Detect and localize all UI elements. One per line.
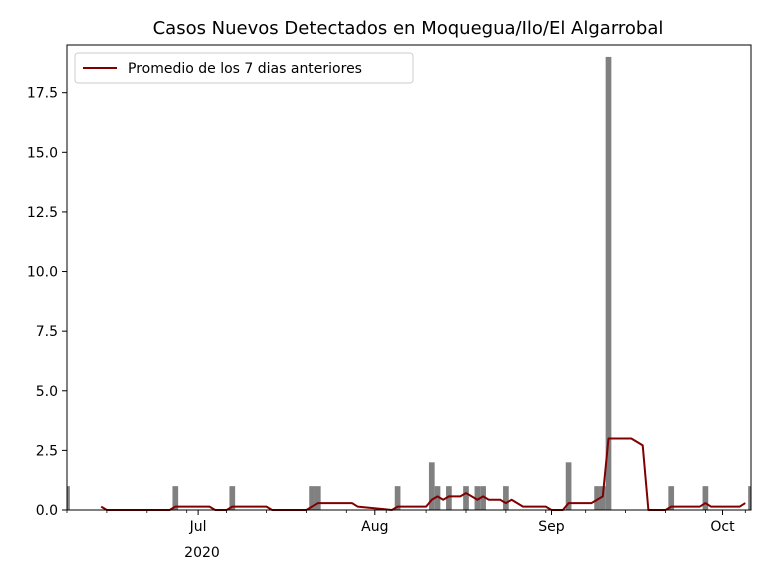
y-tick-label: 2.5: [36, 443, 58, 459]
x-axis: Jul Aug Sep Oct: [66, 510, 746, 535]
plot-area: [67, 45, 751, 510]
bar: [428, 462, 435, 510]
bar: [605, 56, 612, 511]
bar: [67, 486, 70, 510]
bars-layer: [67, 56, 751, 511]
bar: [172, 486, 179, 510]
x-tick-label: Aug: [361, 519, 388, 535]
chart-title: Casos Nuevos Detectados en Moquegua/Ilo/…: [153, 18, 664, 39]
y-tick-label: 5.0: [36, 384, 58, 400]
y-tick-label: 10.0: [27, 265, 58, 281]
bar: [314, 486, 321, 510]
y-tick-label: 0.0: [36, 503, 58, 519]
plot-frame: [66, 44, 752, 511]
bar: [229, 486, 236, 510]
y-tick-label: 7.5: [36, 324, 58, 340]
average-line: [100, 437, 746, 511]
bar: [702, 486, 709, 510]
bar: [748, 486, 751, 510]
y-tick-label: 12.5: [27, 205, 58, 221]
y-tick-label: 15.0: [27, 145, 58, 161]
legend-label: Promedio de los 7 dias anteriores: [128, 61, 362, 77]
bar: [446, 486, 452, 510]
bar: [594, 486, 600, 510]
bar: [474, 486, 481, 510]
bar: [309, 486, 315, 510]
legend-box: [74, 52, 414, 84]
y-tick-label: 17.5: [27, 86, 58, 102]
bar: [463, 486, 469, 510]
bar: [394, 486, 401, 510]
bar: [599, 486, 606, 510]
y-axis: 0.0 2.5 5.0 7.5 10.0 12.5 15.0 17.5: [27, 86, 67, 519]
x-tick-label: Oct: [710, 519, 735, 535]
x-tick-label: Jul: [189, 519, 207, 535]
x-tick-label: Sep: [538, 519, 565, 535]
bar: [434, 486, 441, 510]
bar: [480, 486, 486, 510]
x-year-label: 2020: [184, 545, 220, 561]
bar: [565, 462, 572, 510]
legend: Promedio de los 7 dias anteriores: [74, 52, 414, 84]
bar: [503, 486, 509, 510]
bar: [668, 486, 675, 510]
